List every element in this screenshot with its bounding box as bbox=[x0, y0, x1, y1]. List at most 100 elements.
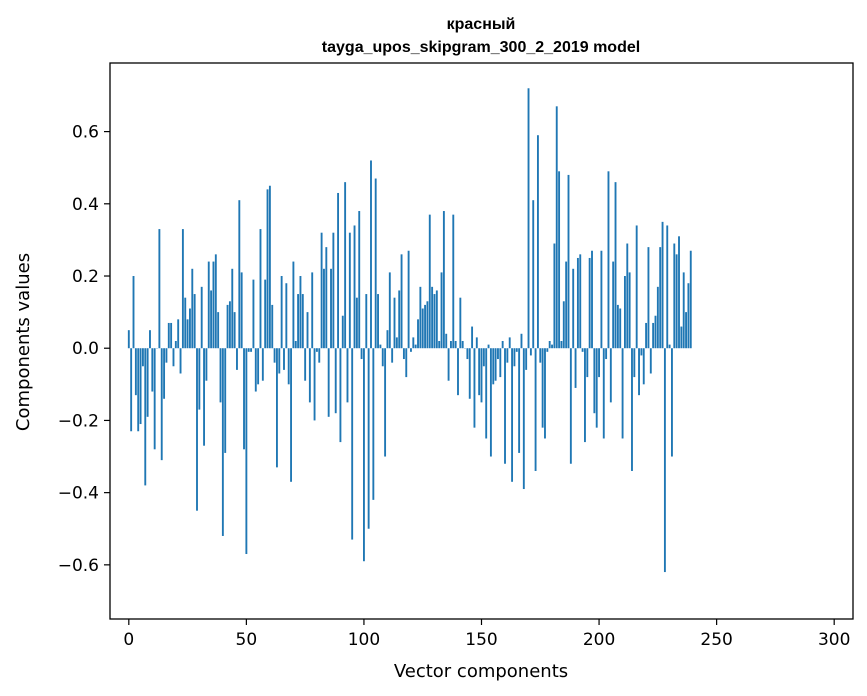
bar bbox=[438, 341, 441, 349]
bar bbox=[268, 185, 271, 349]
bar bbox=[534, 348, 537, 471]
y-tick-label: 0.6 bbox=[72, 123, 99, 143]
bar bbox=[198, 348, 201, 410]
bar bbox=[428, 214, 431, 349]
bar bbox=[499, 348, 502, 378]
bar bbox=[473, 348, 476, 428]
bar bbox=[471, 326, 474, 349]
bar bbox=[254, 348, 257, 392]
bar bbox=[379, 344, 382, 349]
bar bbox=[318, 348, 321, 363]
bar bbox=[146, 348, 149, 417]
bar bbox=[402, 348, 405, 360]
bar bbox=[306, 312, 309, 349]
bar bbox=[193, 294, 196, 349]
bar bbox=[280, 276, 283, 349]
x-axis-label: Vector components bbox=[394, 661, 568, 682]
bar bbox=[656, 286, 659, 349]
bar bbox=[384, 348, 387, 457]
bar bbox=[191, 268, 194, 349]
bar bbox=[609, 348, 612, 403]
bar bbox=[504, 348, 506, 464]
bar bbox=[285, 283, 288, 349]
bar bbox=[633, 348, 636, 378]
bar bbox=[673, 243, 676, 349]
bar bbox=[426, 301, 429, 349]
bar bbox=[447, 348, 450, 381]
bar bbox=[579, 254, 582, 349]
bar bbox=[400, 254, 403, 349]
bar bbox=[264, 279, 267, 349]
bar bbox=[339, 348, 342, 443]
y-tick-label: −0.6 bbox=[58, 556, 99, 576]
bar bbox=[492, 348, 495, 385]
y-axis-ticks: −0.6 −0.4 −0.2 0.0 0.2 0.4 0.6 bbox=[58, 123, 110, 576]
bar bbox=[320, 232, 323, 349]
bar bbox=[572, 268, 575, 349]
bar bbox=[678, 236, 680, 349]
bar bbox=[417, 319, 419, 349]
bar bbox=[628, 272, 631, 349]
bar bbox=[501, 341, 504, 349]
bar bbox=[671, 348, 673, 457]
bar bbox=[236, 348, 238, 370]
bar bbox=[134, 348, 137, 396]
bar bbox=[370, 160, 372, 349]
bar bbox=[139, 348, 142, 425]
bar bbox=[151, 348, 154, 392]
bar bbox=[482, 348, 485, 367]
bar bbox=[181, 229, 184, 349]
bar bbox=[217, 312, 220, 349]
bar bbox=[372, 348, 375, 500]
bar bbox=[525, 348, 528, 370]
bar bbox=[287, 348, 290, 385]
bar bbox=[598, 348, 600, 378]
bar bbox=[631, 348, 633, 471]
bar bbox=[614, 182, 617, 349]
bar bbox=[576, 257, 579, 349]
bar bbox=[419, 286, 422, 349]
plot-frame bbox=[109, 62, 854, 620]
bar bbox=[675, 254, 678, 349]
bar bbox=[308, 348, 311, 403]
bar bbox=[685, 312, 687, 349]
bar bbox=[266, 189, 269, 349]
bar bbox=[494, 348, 497, 381]
bar bbox=[541, 348, 544, 428]
bar bbox=[508, 337, 511, 349]
bar bbox=[421, 308, 424, 349]
bar bbox=[294, 341, 297, 349]
bar bbox=[334, 348, 337, 414]
bar bbox=[454, 341, 457, 349]
bar bbox=[158, 229, 161, 349]
bar bbox=[478, 348, 481, 396]
bar bbox=[588, 257, 591, 349]
bar bbox=[212, 261, 215, 349]
bar bbox=[567, 174, 570, 349]
bar bbox=[515, 348, 518, 352]
bar bbox=[405, 348, 408, 378]
bar bbox=[424, 304, 427, 349]
bar bbox=[179, 348, 182, 374]
bar bbox=[513, 348, 516, 367]
bar bbox=[301, 294, 304, 349]
bar bbox=[276, 348, 278, 468]
bar bbox=[410, 348, 412, 352]
bar bbox=[144, 348, 147, 486]
bar bbox=[649, 348, 652, 374]
bar bbox=[184, 297, 187, 349]
bar bbox=[231, 268, 234, 349]
bar bbox=[393, 297, 396, 349]
bar bbox=[459, 297, 462, 349]
bar bbox=[558, 171, 561, 349]
bar bbox=[259, 229, 262, 349]
bar bbox=[511, 348, 514, 482]
bar bbox=[449, 341, 452, 349]
bar bbox=[520, 333, 523, 349]
bar bbox=[435, 290, 438, 349]
bar bbox=[468, 348, 471, 399]
bar bbox=[584, 348, 586, 443]
bar bbox=[252, 279, 255, 349]
bar bbox=[261, 348, 264, 381]
bar bbox=[466, 348, 469, 360]
